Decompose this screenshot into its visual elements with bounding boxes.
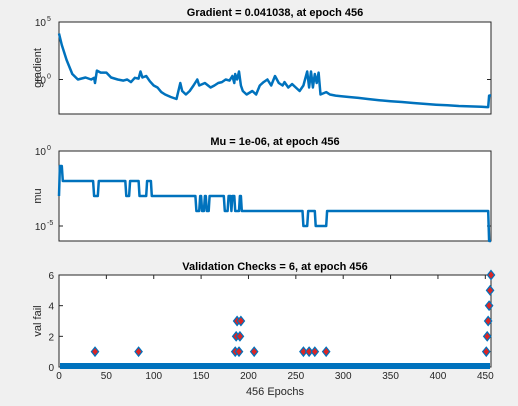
val-title: Validation Checks = 6, at epoch 456: [182, 261, 368, 273]
xtick-label: 200: [240, 371, 257, 382]
ytick-label-exponent: 0: [47, 145, 51, 152]
ytick-label: 4: [48, 302, 54, 313]
ytick-label-exponent: 5: [47, 16, 51, 23]
val-fail-marker: [134, 346, 143, 358]
ytick-label: 10: [35, 76, 47, 87]
val-fail-marker: [304, 346, 314, 358]
mu-panel: Mu = 1e-06, at epoch 456 mu 10 010 -5: [32, 136, 492, 243]
val-fail-marker: [236, 315, 246, 327]
val-fail-marker: [90, 346, 100, 358]
val-fail-marker: [235, 330, 245, 342]
ytick-label: 10: [35, 18, 47, 29]
val-ticks: 0 50 100 150 200 250 300 350 400 450 0 2 4 6: [48, 271, 494, 382]
xtick-label: 350: [382, 371, 399, 382]
mu-ylabel: mu: [32, 188, 44, 203]
val-markers: [90, 269, 496, 358]
mu-title: Mu = 1e-06, at epoch 456: [210, 136, 339, 148]
gradient-series-line: [57, 33, 492, 109]
xtick-label: 400: [430, 371, 447, 382]
val-fail-marker: [321, 346, 331, 358]
gradient-ylabel: gradient: [32, 48, 44, 88]
mu-plot-area: [58, 150, 492, 242]
val-fail-marker: [485, 284, 495, 296]
val-fail-marker: [310, 346, 320, 358]
val-xlabel: 456 Epochs: [246, 386, 305, 398]
xtick-label: 50: [101, 371, 113, 382]
val-ylabel: val fail: [32, 305, 44, 336]
ytick-label-exponent: -5: [47, 220, 53, 227]
gradient-ticks: 10 510 0: [35, 16, 491, 87]
val-fail-marker: [234, 346, 244, 358]
xtick-label: 300: [335, 371, 352, 382]
val-plot-area: [58, 274, 492, 368]
xtick-label: 100: [145, 371, 162, 382]
val-fail-marker: [482, 330, 492, 342]
ytick-label: 10: [35, 222, 47, 233]
xtick-label: 250: [287, 371, 304, 382]
val-fail-marker: [483, 315, 493, 327]
val-fail-marker: [299, 346, 308, 358]
gradient-title: Gradient = 0.041038, at epoch 456: [187, 7, 363, 19]
xtick-label: 150: [193, 371, 210, 382]
val-fail-marker: [484, 300, 494, 312]
val-fail-marker: [249, 346, 259, 358]
val-fail-marker: [486, 269, 496, 281]
ytick-label: 2: [48, 332, 54, 343]
ytick-label: 0: [48, 363, 54, 374]
val-panel: Validation Checks = 6, at epoch 456 val …: [32, 261, 496, 398]
xtick-label: 0: [56, 371, 62, 382]
ytick-label: 10: [35, 147, 47, 158]
xtick-label: 450: [477, 371, 494, 382]
mu-series-line: [57, 164, 491, 243]
gradient-panel: Gradient = 0.041038, at epoch 456 gradie…: [32, 7, 492, 115]
ytick-label-exponent: 0: [47, 74, 51, 81]
val-fail-marker: [481, 346, 491, 358]
gradient-plot-area: [58, 21, 492, 115]
ytick-label: 6: [48, 271, 54, 282]
